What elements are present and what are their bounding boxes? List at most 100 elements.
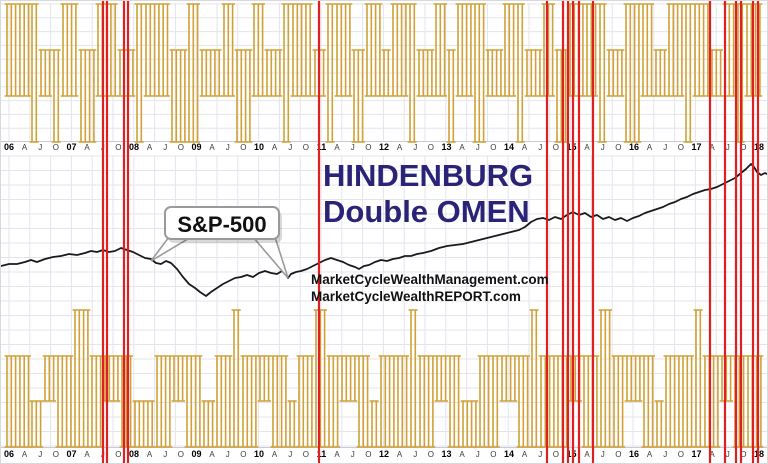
axis-label-month: J [163,450,168,459]
axis-label-month: O [240,450,247,459]
axis-label-year: 16 [628,449,640,459]
axis-label-year: 09 [191,449,202,459]
axis-label-month: O [52,450,60,459]
axis-label-month: J [663,450,668,459]
axis-label-month: J [725,450,730,459]
axis-label-month: A [209,143,215,152]
axis-label-year: 17 [691,142,702,152]
axis-label-month: O [490,143,497,152]
axis-label-month: O [365,143,372,152]
axis-label-month: O [177,450,185,459]
axis-label-month: J [225,143,230,152]
axis-label-year: 15 [566,142,577,152]
sp500-price-line [1,163,767,297]
axis-label-month: O [677,450,685,459]
axis-label-month: J [288,450,293,459]
axis-label-month: A [396,450,403,459]
axis-label-month: J [38,143,43,152]
axis-label-year: 10 [253,142,265,152]
axis-label-month: O [52,143,60,152]
axis-label-month: A [709,450,715,459]
title-line-2: Double OMEN [323,194,530,229]
axis-label-year: 14 [503,449,515,459]
axis-label-month: O [302,450,310,459]
axis-label-year: 07 [66,142,77,152]
axis-label-month: O [240,143,247,152]
watermark-urls: MarketCycleWealthManagement.com MarketCy… [311,272,549,304]
omen-bars-bottom [4,309,764,448]
axis-label-month: O [552,143,560,152]
callout-tail-right [251,236,289,279]
axis-label-month: J [288,143,293,152]
axis-label-year: 09 [191,142,202,152]
axis-label-year: 17 [691,449,702,459]
axis-label-month: O [115,450,122,459]
url-line-1: MarketCycleWealthManagement.com [311,272,549,287]
axis-label-year: 07 [66,449,77,459]
axis-label-month: O [490,450,497,459]
red-event-lines [101,1,760,463]
axis-label-month: A [709,143,715,152]
axis-label-month: O [302,143,310,152]
axis-label-month: J [350,450,355,459]
axis-label-month: J [350,143,355,152]
axis-label-month: O [677,143,685,152]
axis-label-month: J [475,143,480,152]
axis-label-month: A [271,450,278,459]
axis-label-month: A [334,450,340,459]
grid-lines [1,3,767,448]
axis-label-month: A [521,450,528,459]
axis-label-month: O [615,450,622,459]
axis-label-month: J [413,143,418,152]
axis-label-month: A [21,450,28,459]
axis-label-year: 06 [3,449,15,459]
axis-label-year: 06 [3,142,15,152]
axis-label-month: A [459,450,465,459]
axis-label-month: A [209,450,215,459]
axis-label-month: J [100,143,105,152]
axis-label-month: J [100,450,105,459]
axis-label-month: J [725,143,730,152]
axis-label-month: J [413,450,418,459]
axis-label-month: A [271,143,278,152]
axis-label-year: 08 [128,142,140,152]
axis-label-month: J [600,450,605,459]
x-axis-bottom: 06 A J O 07 A J O 08 A J O 09 A J O 10 A J O 11 A J O 12 A J O 13 A J O… [1,448,767,463]
chart-title: HINDENBURG Double OMEN [323,158,533,229]
axis-label-year: 11 [316,449,327,459]
axis-label-month: J [600,143,605,152]
axis-label-month: O [427,450,435,459]
axis-label-month: O [615,143,622,152]
axis-label-year: 16 [628,142,640,152]
axis-label-month: A [584,143,590,152]
axis-label-month: J [163,143,168,152]
axis-label-month: O [115,143,122,152]
axis-label-month: A [521,143,528,152]
axis-label-month: A [646,143,653,152]
title-line-1: HINDENBURG [323,158,533,193]
axis-label-month: A [146,143,153,152]
axis-label-month: A [84,143,90,152]
axis-label-year: 08 [128,449,140,459]
callout-shadow [168,211,282,243]
axis-label-month: A [459,143,465,152]
axis-label-month: O [177,143,185,152]
axis-label-month: O [365,450,372,459]
axis-label-month: J [225,450,230,459]
axis-label-year: 18 [753,142,765,152]
axis-label-month: O [740,143,747,152]
callout-label: S&P-500 [177,212,266,237]
url-line-2: MarketCycleWealthREPORT.com [311,289,521,304]
axis-label-month: A [334,143,340,152]
axis-label-year: 15 [566,449,577,459]
axis-label-month: A [646,450,653,459]
axis-label-year: 12 [378,142,390,152]
sp500-callout: S&P-500 [150,206,289,279]
axis-label-month: A [584,450,590,459]
axis-label-month: J [538,143,543,152]
axis-label-month: A [396,143,403,152]
axis-label-month: J [538,450,543,459]
axis-label-year: 12 [378,449,390,459]
axis-label-year: 11 [316,142,327,152]
